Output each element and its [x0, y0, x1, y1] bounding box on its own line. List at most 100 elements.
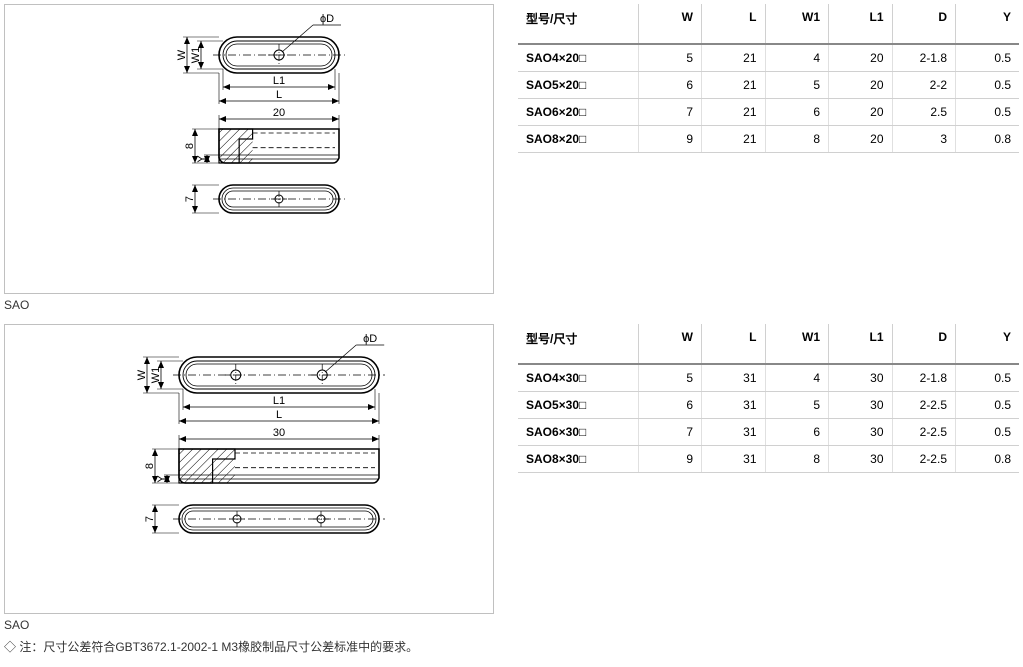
cell-model: SAO5×20□ — [518, 72, 638, 99]
cell-D: 2-1.8 — [892, 364, 956, 392]
cell-L: 31 — [702, 364, 766, 392]
footnote: ◇ 注：尺寸公差符合GBT3672.1-2002-1 M3橡胶制品尺寸公差标准中… — [4, 638, 1019, 655]
cell-W: 7 — [638, 419, 702, 446]
svg-text:8: 8 — [144, 463, 156, 469]
cell-W: 5 — [638, 44, 702, 72]
cell-model: SAO4×20□ — [518, 44, 638, 72]
cell-L: 31 — [702, 419, 766, 446]
diagram-col-1: ϕDWW1L1L208Y7 SAO — [4, 4, 494, 316]
cell-model: SAO8×30□ — [518, 446, 638, 473]
col-W1: W1 — [765, 4, 829, 44]
cell-D: 2-2 — [892, 72, 956, 99]
cell-D: 2-2.5 — [892, 419, 956, 446]
col-model: 型号/尺寸 — [518, 4, 638, 44]
cell-L1: 30 — [829, 364, 893, 392]
cell-W1: 5 — [765, 392, 829, 419]
table-header-row: 型号/尺寸 W L W1 L1 D Y — [518, 324, 1019, 364]
svg-text:Y: Y — [196, 155, 208, 163]
cell-L1: 30 — [829, 446, 893, 473]
cell-W: 7 — [638, 99, 702, 126]
table-row: SAO4×30□5314302-1.80.5 — [518, 364, 1019, 392]
section-30: ϕDWW1L1L308Y7 SAO 型号/尺寸 W L W1 L1 D Y SA… — [4, 324, 1019, 636]
cell-W1: 6 — [765, 99, 829, 126]
cell-L1: 30 — [829, 419, 893, 446]
cell-Y: 0.5 — [956, 392, 1020, 419]
svg-text:L: L — [276, 89, 282, 101]
svg-text:30: 30 — [273, 427, 285, 439]
caption-1: SAO — [4, 298, 494, 312]
cell-Y: 0.5 — [956, 72, 1020, 99]
col-model: 型号/尺寸 — [518, 324, 638, 364]
cell-Y: 0.5 — [956, 44, 1020, 72]
cell-L1: 20 — [829, 126, 893, 153]
cell-L: 31 — [702, 392, 766, 419]
svg-text:ϕD: ϕD — [320, 13, 334, 25]
cell-L1: 20 — [829, 72, 893, 99]
svg-text:ϕD: ϕD — [363, 333, 377, 345]
col-W: W — [638, 324, 702, 364]
cell-W1: 6 — [765, 419, 829, 446]
svg-text:L1: L1 — [273, 395, 285, 407]
cell-Y: 0.8 — [956, 446, 1020, 473]
cell-W: 6 — [638, 72, 702, 99]
table-row: SAO8×20□92182030.8 — [518, 126, 1019, 153]
svg-text:L1: L1 — [273, 75, 285, 87]
col-Y: Y — [956, 4, 1020, 44]
col-L: L — [702, 4, 766, 44]
table-col-2: 型号/尺寸 W L W1 L1 D Y SAO4×30□5314302-1.80… — [494, 324, 1019, 636]
tech-drawing-20: ϕDWW1L1L208Y7 — [69, 11, 429, 287]
cell-W: 9 — [638, 126, 702, 153]
svg-text:L: L — [276, 409, 282, 421]
cell-D: 3 — [892, 126, 956, 153]
cell-D: 2-2.5 — [892, 446, 956, 473]
diagram-col-2: ϕD WW1 L1 L 30 8Y 7 SAO — [4, 324, 494, 636]
cell-Y: 0.5 — [956, 364, 1020, 392]
cell-W1: 8 — [765, 126, 829, 153]
svg-text:W1: W1 — [150, 367, 162, 384]
table-row: SAO5×20□6215202-20.5 — [518, 72, 1019, 99]
cell-L1: 20 — [829, 99, 893, 126]
cell-model: SAO6×20□ — [518, 99, 638, 126]
cell-W: 5 — [638, 364, 702, 392]
svg-text:W1: W1 — [190, 47, 202, 64]
col-D: D — [892, 4, 956, 44]
table-col-1: 型号/尺寸 W L W1 L1 D Y SAO4×20□5214202-1.80… — [494, 4, 1019, 316]
cell-model: SAO4×30□ — [518, 364, 638, 392]
cell-D: 2-2.5 — [892, 392, 956, 419]
table-row: SAO6×30□7316302-2.50.5 — [518, 419, 1019, 446]
cell-L: 31 — [702, 446, 766, 473]
table-row: SAO8×30□9318302-2.50.8 — [518, 446, 1019, 473]
diagram-box-2: ϕD WW1 L1 L 30 8Y 7 — [4, 324, 494, 614]
col-D: D — [892, 324, 956, 364]
svg-text:W: W — [136, 369, 148, 380]
cell-Y: 0.8 — [956, 126, 1020, 153]
cell-W: 9 — [638, 446, 702, 473]
cell-D: 2.5 — [892, 99, 956, 126]
col-W: W — [638, 4, 702, 44]
section-20: ϕDWW1L1L208Y7 SAO 型号/尺寸 W L W1 L1 D Y SA… — [4, 4, 1019, 316]
table-row: SAO5×30□6315302-2.50.5 — [518, 392, 1019, 419]
cell-L: 21 — [702, 72, 766, 99]
cell-L1: 30 — [829, 392, 893, 419]
cell-W1: 5 — [765, 72, 829, 99]
cell-model: SAO8×20□ — [518, 126, 638, 153]
cell-model: SAO6×30□ — [518, 419, 638, 446]
table-header-row: 型号/尺寸 W L W1 L1 D Y — [518, 4, 1019, 44]
caption-2: SAO — [4, 618, 494, 632]
cell-L: 21 — [702, 44, 766, 72]
tech-drawing-30: ϕD WW1 L1 L 30 8Y 7 — [39, 331, 459, 607]
cell-Y: 0.5 — [956, 419, 1020, 446]
cell-D: 2-1.8 — [892, 44, 956, 72]
cell-W1: 4 — [765, 44, 829, 72]
col-W1: W1 — [765, 324, 829, 364]
cell-W1: 4 — [765, 364, 829, 392]
cell-W1: 8 — [765, 446, 829, 473]
svg-text:7: 7 — [144, 516, 156, 522]
col-Y: Y — [956, 324, 1020, 364]
svg-text:W: W — [176, 49, 188, 60]
svg-text:7: 7 — [184, 196, 196, 202]
cell-L: 21 — [702, 126, 766, 153]
cell-Y: 0.5 — [956, 99, 1020, 126]
svg-text:Y: Y — [156, 475, 168, 483]
col-L1: L1 — [829, 4, 893, 44]
